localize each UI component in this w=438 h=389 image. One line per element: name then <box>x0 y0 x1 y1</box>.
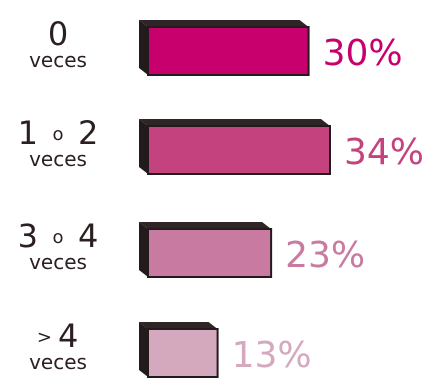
category-label: 2 <box>78 114 98 152</box>
category-sublabel: veces <box>29 350 87 374</box>
category-sublabel: veces <box>29 147 87 171</box>
value-label: 34% <box>344 132 424 173</box>
category-connector: o <box>52 124 63 145</box>
bar <box>147 228 273 278</box>
bar-top-face <box>139 20 309 27</box>
bar <box>147 26 310 76</box>
bar-side-face <box>139 222 148 277</box>
category-sublabel: veces <box>29 48 87 72</box>
category-label: 1 <box>18 114 38 152</box>
category-sublabel: veces <box>29 250 87 274</box>
bar-side-face <box>139 20 148 75</box>
bar-top-face <box>139 322 218 329</box>
value-label: 13% <box>232 335 312 376</box>
bar-top-face <box>139 222 272 229</box>
category-label: 4 <box>78 217 98 255</box>
category-connector: o <box>52 227 63 248</box>
bar <box>147 125 331 175</box>
category-label: > <box>37 327 52 348</box>
bar-top-face <box>139 119 330 126</box>
bar-side-face <box>139 322 148 377</box>
value-label: 23% <box>285 235 365 276</box>
value-label: 30% <box>323 33 403 74</box>
category-label: 0 <box>48 15 68 53</box>
category-label: 4 <box>58 317 78 355</box>
bar-side-face <box>139 119 148 174</box>
bar <box>147 328 219 378</box>
category-label: 3 <box>18 217 38 255</box>
